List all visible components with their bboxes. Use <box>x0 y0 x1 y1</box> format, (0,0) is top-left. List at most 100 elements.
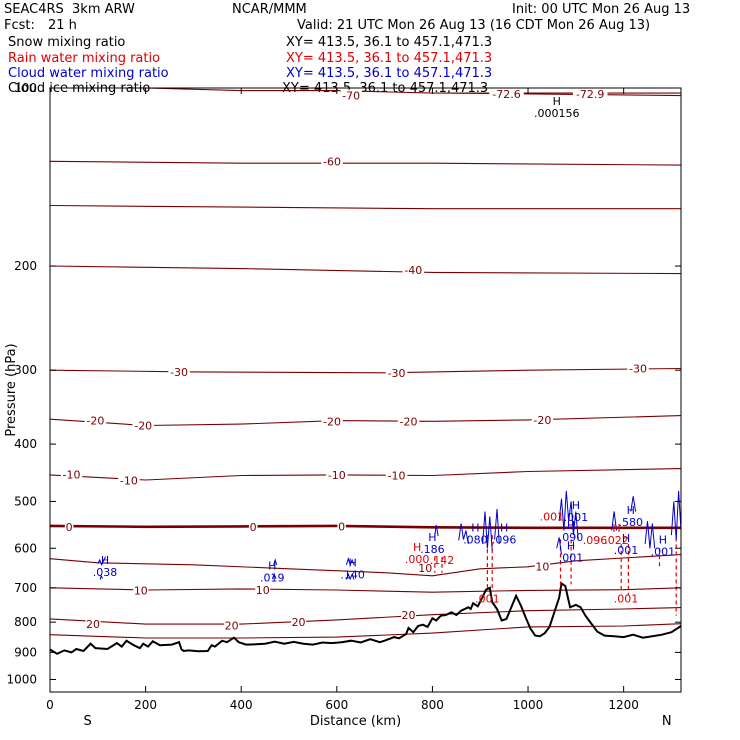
cloud-water-max-marker: H <box>622 532 630 545</box>
temperature-label-bg <box>321 155 343 168</box>
temperature-label-bg <box>321 415 343 428</box>
snow-max-marker: H <box>553 95 561 108</box>
cloud-water-max-value: .140 <box>340 569 365 582</box>
x-tick-label: 200 <box>134 698 157 712</box>
x-axis-north-label: N <box>662 714 672 729</box>
temperature-label-bg <box>340 89 362 102</box>
cloud-water-max-marker: H <box>572 499 580 512</box>
temperature-label-bg <box>489 88 524 100</box>
temperature-label: -20 <box>323 415 341 428</box>
temperature-label-bg <box>337 520 346 533</box>
cloud-water-max-marker: H <box>101 554 109 567</box>
x-tick-label: 1200 <box>608 698 639 712</box>
temperature-label: 10 <box>535 560 549 573</box>
temperature-label: 10 <box>418 562 432 575</box>
cloud-water-max-marker: H <box>659 534 667 547</box>
plot-area: -70 -72.6 -72.9 -60 -40 -30 -30 -30 -20 -20 -20 -20… <box>49 87 682 655</box>
temperature-label: 20 <box>86 618 100 631</box>
temperature-contour <box>49 623 682 639</box>
y-tick-label: 800 <box>14 615 37 629</box>
temperature-label-bg <box>291 616 307 629</box>
temperature-label-bg <box>385 469 408 482</box>
temperature-label-bg <box>627 362 649 375</box>
temperature-label-bg <box>64 520 74 533</box>
x-tick-label: 800 <box>421 698 444 712</box>
temperature-label: -20 <box>86 415 104 428</box>
temperature-label: -10 <box>120 475 138 488</box>
temperature-label-bg <box>402 263 425 276</box>
y-tick-label: 300 <box>14 363 37 377</box>
y-tick-label: 700 <box>14 581 37 595</box>
temperature-contour <box>49 204 681 210</box>
temperature-contour <box>49 367 682 374</box>
temperature-contour <box>49 524 681 530</box>
temperature-label: -30 <box>388 367 406 380</box>
temperature-label-bg <box>118 474 140 487</box>
cloud-water-contour <box>345 572 355 581</box>
init-time: Init: 00 UTC Mon 26 Aug 13 <box>512 2 691 17</box>
cloud-water-max-marker: H <box>471 522 479 535</box>
cloud-water-contour <box>670 490 682 540</box>
temperature-label-bg <box>572 88 608 100</box>
cloud-water-max-value: .001 <box>614 544 639 557</box>
rain-max-value: .096 <box>583 534 608 547</box>
model-name: SEAC4RS 3km ARW <box>4 2 135 17</box>
y-tick-label: 600 <box>14 541 37 555</box>
rain-max-value: .001 <box>475 592 500 605</box>
cloud-water-contour <box>458 523 469 544</box>
cloud-water-contour <box>482 511 493 551</box>
forecast-label: Fcst: <box>4 18 35 33</box>
cloud-water-contour <box>345 557 355 567</box>
cloud-water-contour <box>494 508 500 544</box>
temperature-label: 20 <box>225 619 239 632</box>
cloud-water-max-marker: H <box>567 539 575 552</box>
field-xy-snow: XY= 413.5, 36.1 to 457.1,471.3 <box>286 35 493 50</box>
forecast-hour: 21 h <box>48 18 77 33</box>
x-axis-label: Distance (km) <box>310 714 401 729</box>
field-xy-cloud-water: XY= 413.5, 36.1 to 457.1,471.3 <box>286 66 493 81</box>
cloud-water-contour <box>434 524 439 537</box>
rain-max-value: .001 <box>614 593 639 606</box>
temperature-label: -72.6 <box>492 88 520 101</box>
temperature-contour <box>49 265 682 275</box>
temperature-label-bg <box>531 413 554 426</box>
cloud-water-max-marker: H <box>348 557 356 570</box>
field-xy-rain: XY= 413.5, 36.1 to 457.1,471.3 <box>286 51 493 66</box>
temperature-label-bg <box>417 562 433 575</box>
cloud-water-max-marker: H <box>268 560 276 573</box>
temperature-label: -20 <box>134 419 152 432</box>
rain-max-value: .142 <box>430 554 455 567</box>
cloud-water-max-value: .038 <box>93 566 118 579</box>
x-axis-south-label: S <box>83 714 91 729</box>
field-label-snow: Snow mixing ratio <box>8 35 126 50</box>
y-tick-label: 400 <box>14 437 37 451</box>
rain-max-marker: H <box>612 522 620 535</box>
cloud-water-contour <box>556 537 562 555</box>
rain-max-value: .022 <box>604 534 629 547</box>
y-tick-label: 100 <box>14 81 37 95</box>
cloud-water-max-marker: H <box>500 522 508 535</box>
temperature-label: 0 <box>66 521 73 534</box>
x-tick-label: 400 <box>230 698 253 712</box>
cloud-water-max-marker: H <box>627 504 635 517</box>
temperature-contour <box>49 554 682 577</box>
temperature-label: -10 <box>388 469 406 482</box>
cloud-water-contour <box>99 574 104 580</box>
temperature-label: -60 <box>323 155 341 168</box>
x-tick-label: 0 <box>46 698 54 712</box>
temperature-label: -30 <box>629 362 647 375</box>
center-name: NCAR/MMM <box>232 2 307 17</box>
cloud-water-contour <box>558 490 579 540</box>
temperature-label-bg <box>397 415 420 428</box>
cloud-water-contour <box>644 521 656 549</box>
cloud-water-max-value: .001 <box>559 551 584 564</box>
cloud-water-contour <box>611 511 617 531</box>
terrain-line <box>49 581 682 655</box>
field-label-rain: Rain water mixing ratio <box>8 51 161 66</box>
temperature-label-bg <box>326 468 348 481</box>
temperature-label-bg <box>385 366 408 379</box>
x-tick-label: 600 <box>325 698 348 712</box>
temperature-contour <box>49 468 682 481</box>
cloud-water-max-value: .090 <box>559 531 584 544</box>
